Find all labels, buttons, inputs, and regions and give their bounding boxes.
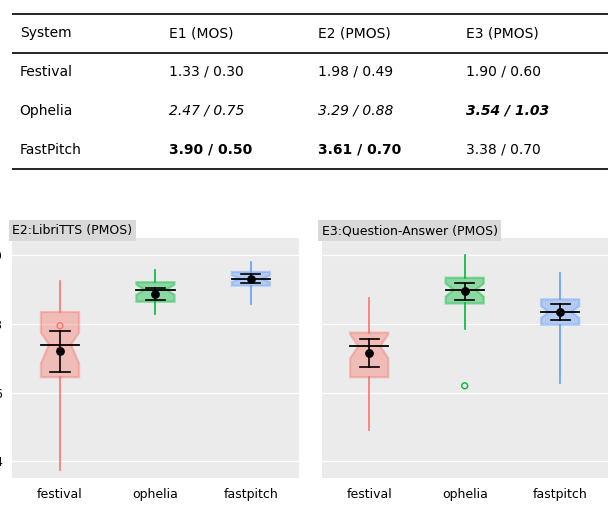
Polygon shape [446,278,484,304]
Point [555,308,565,316]
Text: E3:Question-Answer (PMOS): E3:Question-Answer (PMOS) [322,224,497,237]
Point [460,382,470,390]
Point [55,347,65,356]
Polygon shape [136,282,174,302]
Point [150,290,160,298]
Polygon shape [232,272,270,285]
Point [364,349,374,357]
Text: E2:LibriTTS (PMOS): E2:LibriTTS (PMOS) [12,224,133,237]
Point [55,346,65,354]
Point [246,275,256,283]
Polygon shape [41,312,79,377]
Polygon shape [541,300,579,324]
Point [460,288,470,296]
Polygon shape [350,333,388,377]
Point [55,321,65,330]
